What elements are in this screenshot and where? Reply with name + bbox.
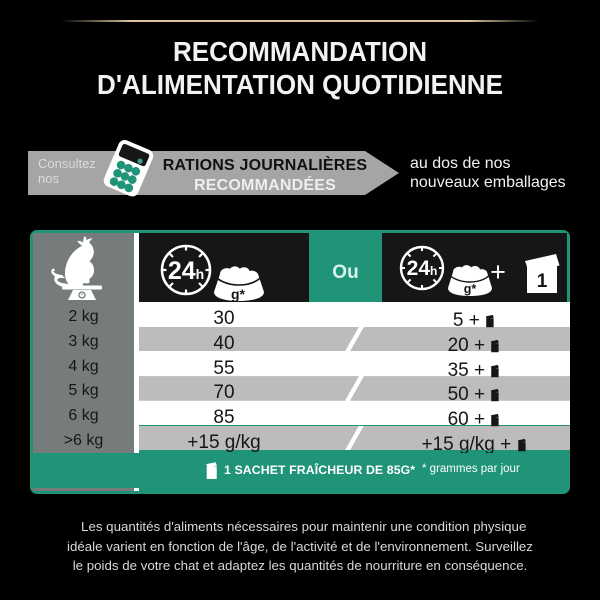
svg-text:24h: 24h: [407, 257, 438, 280]
svg-text:g*: g*: [231, 286, 246, 302]
svg-text:g*: g*: [464, 282, 477, 296]
svg-text:+: +: [490, 257, 506, 287]
svg-text:1: 1: [537, 271, 548, 292]
svg-text:24h: 24h: [168, 257, 204, 285]
